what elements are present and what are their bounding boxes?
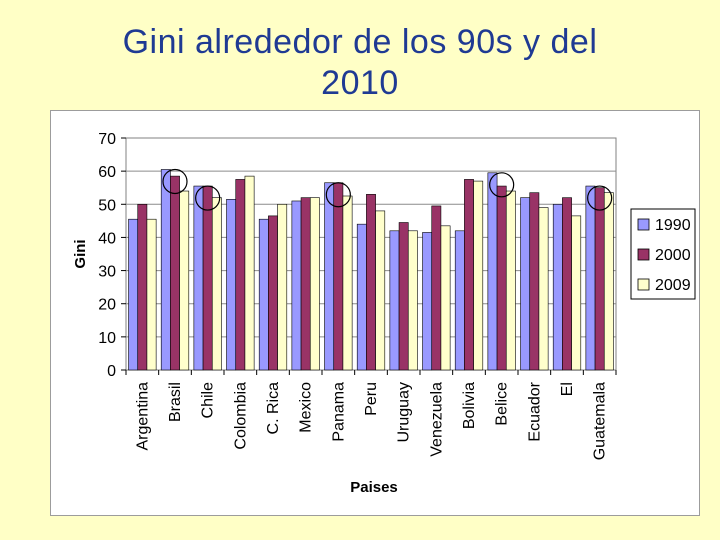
x-category-label: Brasil [167,382,184,422]
x-category-label: Colombia [232,382,249,450]
x-category-label: Mexico [298,382,315,433]
bar-1990 [585,185,596,371]
legend-swatch-1990 [637,218,650,231]
bar-1990 [454,230,465,371]
bar-2000 [170,175,180,371]
bar-2009 [277,203,288,371]
bar-1990 [193,185,204,371]
bar-2000 [137,203,148,371]
bar-2000 [562,197,572,371]
x-category-label: C. Rica [265,382,282,435]
bar-2009 [407,230,418,371]
bar-2000 [464,179,474,371]
bar-1990 [160,169,171,371]
bar-2000 [431,205,442,371]
x-category-label: Panama [330,382,347,442]
bar-2009 [342,195,353,371]
bar-1990 [356,223,367,371]
bar-2009 [309,197,320,371]
bar-1990 [128,218,139,371]
bar-2009 [375,210,386,371]
bar-2009 [571,215,582,371]
x-category-label: El [559,382,576,396]
y-tick-label: 0 [107,363,116,380]
bar-1990 [291,200,302,371]
slide-title-line-1: Gini alrededor de los 90s y del [122,23,598,61]
bar-1990 [487,172,498,371]
y-tick-label: 40 [98,230,116,247]
bar-2000 [398,222,409,371]
bar-1990 [520,197,531,371]
bar-2009 [244,175,255,371]
bar-2009 [603,192,614,371]
legend-label: 2009 [655,277,691,294]
bar-2009 [179,190,190,371]
x-category-label: Chile [200,382,217,419]
x-category-label: Ecuador [526,381,543,441]
legend-swatch-2000 [637,248,650,261]
bar-2009 [440,225,451,371]
highlight-circles [162,168,613,211]
bar-2000 [300,197,311,371]
slide-title-line-2: 2010 [321,64,399,102]
y-axis-ticks: 0 10 20 30 40 50 60 70 [98,131,126,380]
x-category-label: Venezuela [428,382,445,457]
y-tick-label: 60 [98,164,116,181]
bar-2000 [594,187,605,371]
bar-1990 [324,182,335,371]
x-category-label: Guatemala [592,382,609,460]
legend-label: 1990 [655,217,691,234]
x-category-label: Argentina [134,382,151,451]
x-axis-ticks: Argentina Brasil Chile Colombia C. Rica Mexic… [125,370,617,460]
x-category-label: Bolivia [461,382,478,429]
y-tick-label: 50 [98,197,116,214]
bar-2000 [366,194,376,371]
bar-2009 [538,207,549,371]
y-tick-label: 70 [98,131,116,148]
highlight-circle [162,168,188,195]
y-axis-title: Gini [72,239,89,268]
bar-2000 [529,192,540,371]
x-axis-title: Paises [350,479,398,496]
y-tick-label: 30 [98,264,116,281]
highlight-circle [195,185,221,211]
chart-frame: 0 10 20 30 40 50 60 70 Argentina Brasil Chile Colo… [50,110,700,516]
highlight-circle [587,185,613,211]
legend: 1990 2000 2009 [630,208,696,300]
bar-2000 [202,185,213,371]
slide-title: Gini alrededor de los 90s y del 2010 [0,22,720,104]
bar-1990 [422,232,433,371]
legend-swatch-2009 [637,278,650,291]
bars [128,169,614,371]
bar-2000 [268,215,278,371]
bar-1990 [258,218,269,371]
bar-1990 [226,199,237,371]
y-tick-label: 20 [98,297,116,314]
bar-2009 [211,197,222,371]
bar-2009 [146,218,157,371]
x-category-label: Peru [363,382,380,416]
bar-2009 [505,190,516,371]
bar-1990 [552,203,563,371]
highlight-circle [489,172,515,198]
highlight-circle [325,182,351,208]
y-tick-label: 10 [98,330,116,347]
bar-2000 [235,179,246,371]
bar-2000 [333,182,344,371]
legend-label: 2000 [655,247,691,264]
x-category-label: Belice [494,382,511,426]
bar-2009 [473,180,484,371]
x-category-label: Uruguay [396,382,413,442]
gini-bar-chart: 0 10 20 30 40 50 60 70 Argentina Brasil Chile Colo… [72,131,696,496]
bar-1990 [389,230,400,371]
bar-2000 [496,185,507,371]
